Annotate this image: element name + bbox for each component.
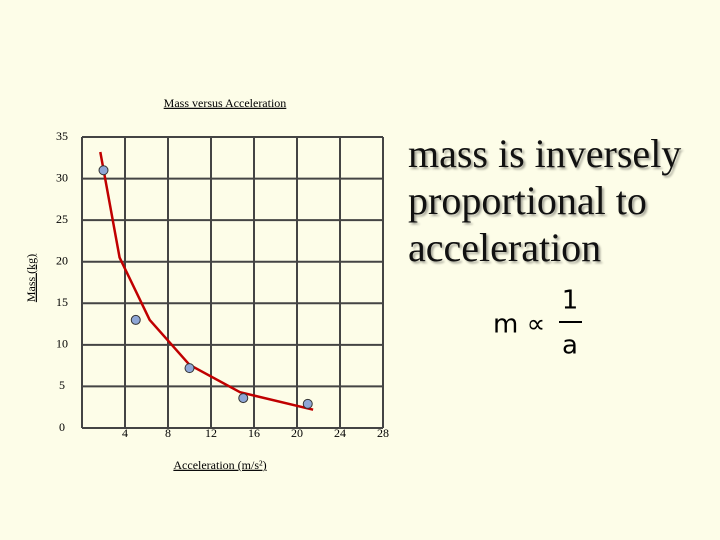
y-tick-label: 10 xyxy=(56,337,68,351)
y-tick-label: 5 xyxy=(59,378,65,392)
y-tick-label: 20 xyxy=(56,253,68,267)
trend-curve xyxy=(99,151,314,411)
chart-title: Mass versus Acceleration xyxy=(164,96,287,110)
statement-line: proportional to xyxy=(408,178,647,223)
statement-line: mass is inversely xyxy=(408,131,681,176)
x-tick-label: 20 xyxy=(291,426,303,440)
y-tick-label: 0 xyxy=(59,420,65,434)
y-tick-label: 30 xyxy=(56,170,68,184)
x-tick-label: 16 xyxy=(248,426,260,440)
y-tick-label: 25 xyxy=(56,212,68,226)
x-axis-label: Acceleration (m/s²) xyxy=(173,458,266,472)
data-point xyxy=(238,393,249,404)
formula-denominator: a xyxy=(562,331,578,361)
data-point xyxy=(98,165,109,176)
x-tick-label: 28 xyxy=(377,426,389,440)
y-tick-label: 15 xyxy=(56,295,68,309)
x-tick-label: 8 xyxy=(165,426,171,440)
data-point xyxy=(130,314,141,325)
data-point xyxy=(184,363,195,374)
y-tick-label: 35 xyxy=(56,129,68,143)
x-tick-label: 24 xyxy=(334,426,346,440)
plot-area: 0 5 10 15 20 25 30 35 4 8 12 16 20 24 28 xyxy=(56,129,389,440)
formula-numerator: 1 xyxy=(562,286,579,316)
x-tick-label: 4 xyxy=(122,426,128,440)
formula-lhs: m ∝ xyxy=(493,310,545,340)
y-axis-label: Mass (kg) xyxy=(24,254,38,302)
x-tick-label: 12 xyxy=(205,426,217,440)
statement-line: acceleration xyxy=(408,225,601,270)
data-point xyxy=(302,398,313,409)
